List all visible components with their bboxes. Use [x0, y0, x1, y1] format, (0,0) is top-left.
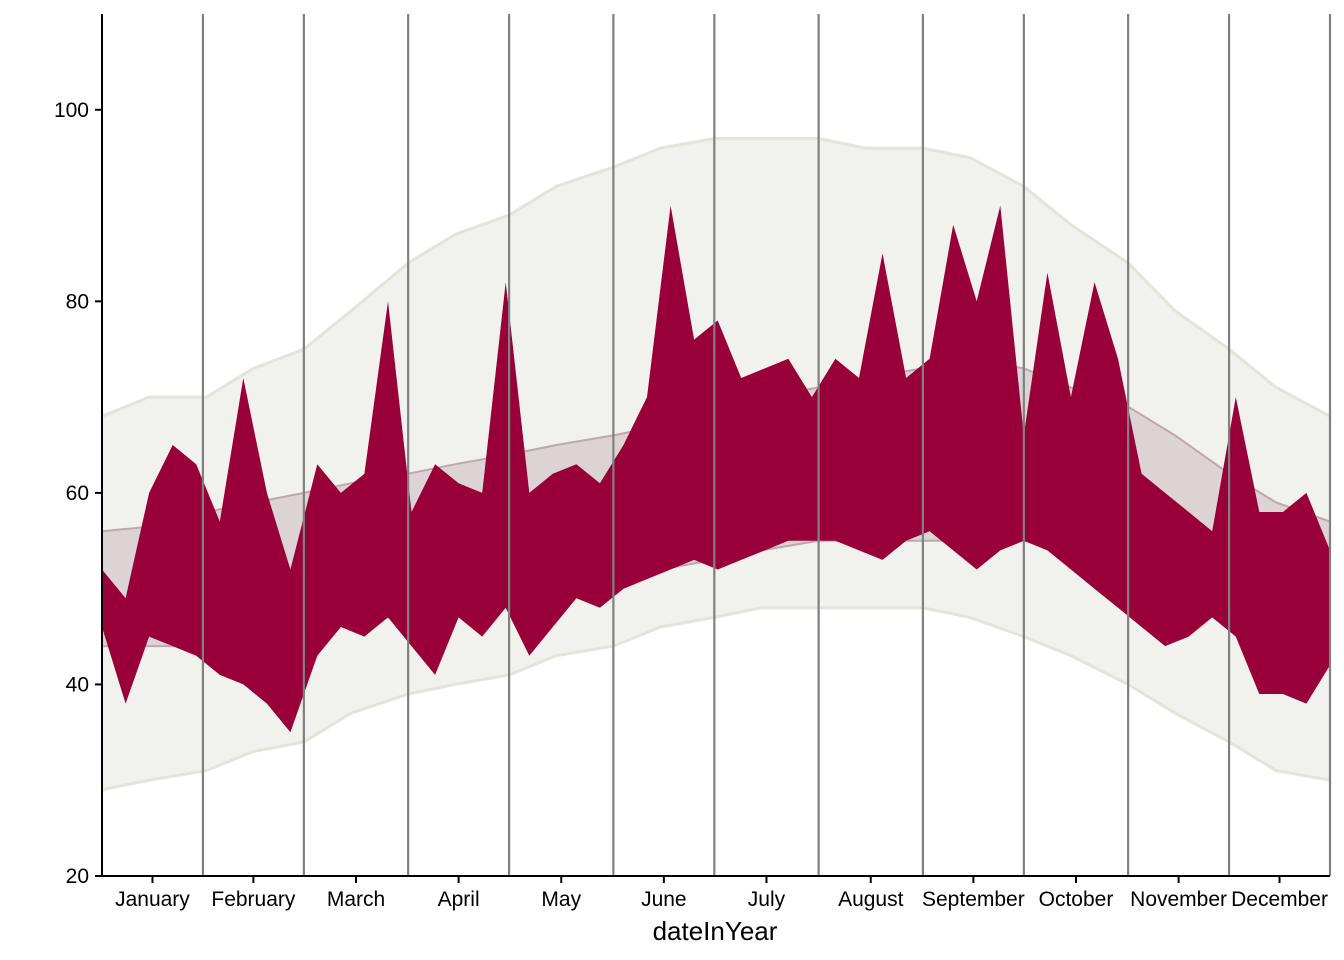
y-tick-label: 60 — [66, 482, 89, 505]
x-tick-label: August — [838, 888, 904, 911]
month-divider-layer — [201, 14, 1332, 876]
x-tick-label: February — [211, 888, 296, 911]
y-tick-label: 80 — [66, 290, 89, 313]
x-tick-label: June — [641, 888, 687, 911]
x-tick-label: May — [541, 888, 581, 911]
x-tick-label: November — [1130, 888, 1227, 911]
x-ticks: January February March April May June July Augu… — [115, 876, 1328, 911]
y-tick-label: 20 — [66, 865, 89, 888]
x-tick-label: January — [115, 888, 190, 911]
y-tick-label: 40 — [66, 673, 89, 696]
axes-layer — [101, 14, 1330, 877]
y-ticks: 20 40 60 80 100 — [54, 99, 102, 888]
x-tick-label: July — [748, 888, 786, 911]
x-tick-label: December — [1231, 888, 1328, 911]
x-axis-title: dateInYear — [653, 916, 778, 946]
x-tick-label: October — [1039, 888, 1114, 911]
x-tick-label: September — [922, 888, 1025, 911]
x-tick-label: March — [327, 888, 385, 911]
x-tick-label: April — [438, 888, 480, 911]
y-tick-label: 100 — [54, 99, 89, 122]
